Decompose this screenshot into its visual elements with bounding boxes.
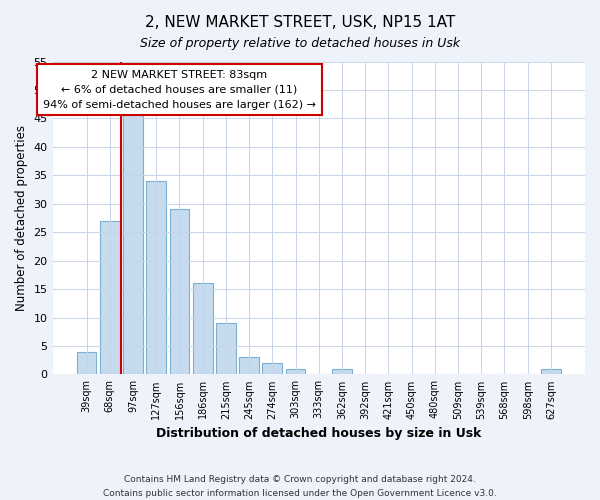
Bar <box>170 210 190 374</box>
Bar <box>262 363 282 374</box>
Bar <box>146 181 166 374</box>
Text: 2 NEW MARKET STREET: 83sqm
← 6% of detached houses are smaller (11)
94% of semi-: 2 NEW MARKET STREET: 83sqm ← 6% of detac… <box>43 70 316 110</box>
Text: Contains HM Land Registry data © Crown copyright and database right 2024.
Contai: Contains HM Land Registry data © Crown c… <box>103 476 497 498</box>
Bar <box>332 368 352 374</box>
Bar <box>286 368 305 374</box>
Bar <box>193 284 212 374</box>
Bar <box>123 112 143 374</box>
Text: Size of property relative to detached houses in Usk: Size of property relative to detached ho… <box>140 38 460 51</box>
Bar <box>239 358 259 374</box>
X-axis label: Distribution of detached houses by size in Usk: Distribution of detached houses by size … <box>156 427 481 440</box>
Text: 2, NEW MARKET STREET, USK, NP15 1AT: 2, NEW MARKET STREET, USK, NP15 1AT <box>145 15 455 30</box>
Bar <box>541 368 561 374</box>
Bar <box>100 221 119 374</box>
Bar <box>216 323 236 374</box>
Y-axis label: Number of detached properties: Number of detached properties <box>15 125 28 311</box>
Bar <box>77 352 97 374</box>
